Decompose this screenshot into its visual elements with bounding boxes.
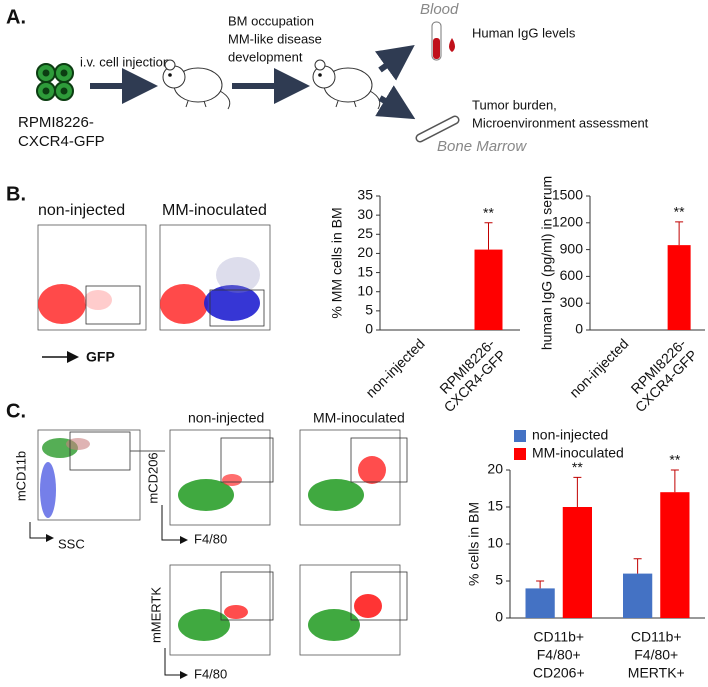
flow-plot bbox=[159, 224, 271, 331]
readout: Microenvironment assessment bbox=[472, 115, 649, 130]
annotation: ** bbox=[572, 459, 583, 475]
x-tick-label: MERTK+ bbox=[628, 665, 685, 681]
plot-title: MM-inoculated bbox=[313, 410, 405, 426]
axis-arrow bbox=[29, 522, 54, 542]
y-tick-label: 5 bbox=[365, 302, 373, 318]
flow-plot bbox=[299, 429, 408, 526]
y-tick-label: 600 bbox=[560, 267, 584, 283]
step-label: MM-like disease bbox=[228, 31, 322, 46]
panel-label: B. bbox=[6, 183, 26, 205]
step-label: BM occupation bbox=[228, 13, 314, 28]
annotation: ** bbox=[669, 452, 680, 468]
y-tick-label: 1200 bbox=[552, 214, 583, 230]
legend-label: non-injected bbox=[532, 427, 608, 443]
y-tick-label: 25 bbox=[357, 225, 373, 241]
bar bbox=[525, 588, 555, 618]
y-tick-label: 30 bbox=[357, 206, 373, 222]
flow-plot bbox=[37, 429, 141, 521]
legend-swatch bbox=[514, 430, 526, 442]
y-axis-label: human IgG (pg/ml) in serum bbox=[539, 176, 555, 350]
y-tick-label: 300 bbox=[560, 294, 584, 310]
error-bar bbox=[484, 222, 493, 250]
cells-icon bbox=[36, 63, 74, 101]
arrow bbox=[375, 44, 415, 81]
x-tick-label: non-injected bbox=[362, 335, 427, 400]
y-tick-label: 15 bbox=[487, 498, 503, 514]
bar bbox=[474, 249, 503, 330]
y-tick-label: 0 bbox=[365, 321, 373, 337]
panel-label: C. bbox=[6, 400, 26, 422]
y-tick-label: 10 bbox=[357, 282, 373, 298]
axis-label: SSC bbox=[58, 536, 85, 551]
bone-icon bbox=[415, 115, 460, 143]
flow-plot bbox=[169, 564, 274, 656]
error-bar bbox=[633, 558, 642, 574]
flow-plot bbox=[169, 429, 274, 526]
x-tick-label: CD11b+ bbox=[631, 629, 682, 645]
y-axis-label: % cells in BM bbox=[466, 502, 482, 586]
x-tick-label: non-injected bbox=[566, 335, 631, 400]
plot-title: non-injected bbox=[38, 202, 125, 219]
flow-plot bbox=[37, 224, 147, 331]
plot-title: non-injected bbox=[188, 410, 264, 426]
error-bar bbox=[675, 221, 684, 246]
bar bbox=[660, 492, 690, 618]
y-tick-label: 5 bbox=[495, 572, 503, 588]
axis-label: F4/80 bbox=[194, 666, 227, 681]
annotation: ** bbox=[483, 205, 494, 221]
x-tick-label: CD11b+ bbox=[533, 629, 584, 645]
axis-label: GFP bbox=[86, 349, 115, 365]
bar bbox=[623, 573, 653, 618]
readout: Tumor burden, bbox=[472, 97, 557, 112]
bar bbox=[667, 245, 691, 330]
annotation: ** bbox=[674, 204, 685, 220]
x-tick-label: F4/80+ bbox=[634, 647, 678, 663]
step-label: development bbox=[228, 49, 303, 64]
legend-label: MM-inoculated bbox=[532, 445, 624, 461]
step-label: i.v. cell injection bbox=[80, 54, 170, 69]
axis-arrow bbox=[164, 648, 188, 679]
error-bar bbox=[536, 580, 545, 589]
site-label: Bone Marrow bbox=[437, 138, 527, 155]
y-tick-label: 15 bbox=[357, 263, 373, 279]
axis-label: mCD11b bbox=[13, 451, 28, 501]
y-tick-label: 900 bbox=[560, 240, 584, 256]
y-tick-label: 20 bbox=[487, 461, 503, 477]
tube-icon bbox=[431, 21, 455, 61]
y-tick-label: 35 bbox=[357, 187, 373, 203]
cell-line: CXCR4-GFP bbox=[18, 133, 105, 150]
legend-swatch bbox=[514, 448, 526, 460]
y-tick-label: 20 bbox=[357, 244, 373, 260]
mouse-icon bbox=[162, 59, 231, 110]
readout: Human IgG levels bbox=[472, 25, 576, 40]
x-tick-label: CD206+ bbox=[533, 665, 585, 681]
y-tick-label: 0 bbox=[495, 609, 503, 625]
mouse-icon bbox=[312, 59, 381, 110]
flow-plot bbox=[299, 564, 408, 656]
axis-arrow bbox=[161, 505, 188, 544]
axis-label: mMERTK bbox=[148, 587, 163, 643]
panel-label: A. bbox=[6, 6, 26, 28]
x-tick-label: F4/80+ bbox=[537, 647, 581, 663]
plot-title: MM-inoculated bbox=[162, 202, 267, 219]
axis-label: mCD206 bbox=[145, 452, 160, 503]
y-tick-label: 1500 bbox=[552, 187, 583, 203]
error-bar bbox=[573, 476, 582, 507]
axis-label: F4/80 bbox=[194, 531, 227, 546]
y-tick-label: 0 bbox=[575, 321, 583, 337]
y-tick-label: 10 bbox=[487, 535, 503, 551]
error-bar bbox=[670, 469, 679, 493]
bar bbox=[562, 507, 592, 618]
y-axis-label: % MM cells in BM bbox=[329, 207, 345, 318]
arrow bbox=[375, 85, 416, 120]
site-label: Blood bbox=[420, 1, 459, 18]
cell-line: RPMI8226- bbox=[18, 114, 94, 131]
